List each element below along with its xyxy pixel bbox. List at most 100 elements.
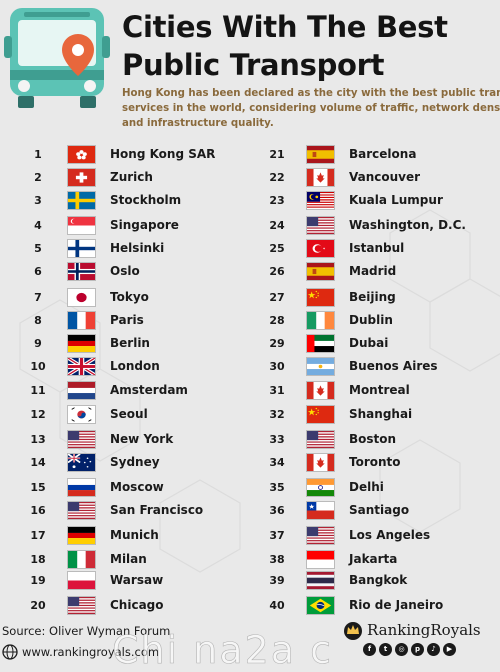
location-pin-icon [62,34,94,76]
subtitle: Hong Kong has been declared as the city … [122,86,500,131]
india-flag-icon [306,477,335,497]
spain-flag-icon [306,261,335,281]
chile-flag-icon [306,500,335,520]
city-name: Dubai [349,336,389,350]
city-name: Jakarta [349,552,398,566]
city-name: Vancouver [349,170,421,184]
subtitle-line-1: Hong Kong has been declared as the city … [122,88,500,99]
ranking-row: 3 Stockholm [25,189,181,211]
ranking-row: 38 Jakarta [264,548,397,570]
russia-flag-icon [67,477,96,497]
youtube-icon[interactable]: ▶ [443,643,456,656]
ranking-number: 31 [269,383,285,397]
ranking-number: 15 [30,480,46,494]
city-name: Kuala Lumpur [349,193,443,207]
ranking-number: 3 [34,193,42,207]
hong-kong-flag-icon [67,144,96,164]
city-name: Chicago [110,598,164,612]
city-name: Shanghai [349,407,413,421]
ranking-number: 18 [30,552,46,566]
ranking-row: 8 Paris [25,309,144,331]
ranking-row: 1 Hong Kong SAR [25,143,215,165]
uk-flag-icon [67,356,96,376]
ranking-number: 34 [269,455,285,469]
ranking-number: 4 [34,218,42,232]
finland-flag-icon [67,238,96,258]
ranking-row: 11 Amsterdam [25,379,188,401]
poland-flag-icon [67,570,96,590]
city-name: Montreal [349,383,410,397]
ranking-row: 21 Barcelona [264,143,416,165]
city-name: Tokyo [110,290,149,304]
ranking-number: 13 [30,432,46,446]
ranking-row: 26 Madrid [264,260,396,282]
website-link[interactable]: www.rankingroyals.com [2,644,159,660]
city-name: Barcelona [349,147,417,161]
ranking-number: 6 [34,264,42,278]
city-name: Milan [110,552,147,566]
city-name: Istanbul [349,241,405,255]
china-flag-icon [306,287,335,307]
tiktok-icon[interactable]: ♪ [427,643,440,656]
canada-flag-icon [306,380,335,400]
ranking-row: 35 Delhi [264,476,384,498]
ranking-row: 36 Santiago [264,499,409,521]
city-name: Santiago [349,503,410,517]
page-title: Cities With The Best Public Transport [122,8,492,84]
city-name: Stockholm [110,193,182,207]
city-name: Seoul [110,407,148,421]
ranking-number: 23 [269,193,285,207]
ranking-row: 9 Berlin [25,332,150,354]
ranking-row: 14 Sydney [25,451,160,473]
ranking-number: 40 [269,598,285,612]
ranking-row: 32 Shanghai [264,403,412,425]
crown-icon [344,622,362,640]
ranking-row: 22 Vancouver [264,166,420,188]
ranking-number: 5 [34,241,42,255]
city-name: Warsaw [110,573,164,587]
germany-flag-icon [67,333,96,353]
ranking-row: 16 San Francisco [25,499,203,521]
instagram-icon[interactable]: ◎ [395,643,408,656]
ranking-row: 31 Montreal [264,379,410,401]
ranking-number: 36 [269,503,285,517]
ranking-number: 37 [269,528,285,542]
france-flag-icon [67,310,96,330]
ranking-number: 22 [269,170,285,184]
pinterest-icon[interactable]: p [411,643,424,656]
ranking-number: 1 [34,147,42,161]
ranking-number: 7 [34,290,42,304]
facebook-icon[interactable]: f [363,643,376,656]
city-name: Los Angeles [349,528,431,542]
ranking-number: 39 [269,573,285,587]
city-name: Zurich [110,170,153,184]
ranking-number: 30 [269,359,285,373]
ranking-row: 20 Chicago [25,594,164,616]
ranking-number: 27 [269,290,285,304]
ranking-row: 12 Seoul [25,403,148,425]
ranking-number: 25 [269,241,285,255]
ranking-number: 20 [30,598,46,612]
city-name: Oslo [110,264,140,278]
bus-icon [4,8,110,108]
city-name: Washington, D.C. [349,218,466,232]
twitter-icon[interactable]: t [379,643,392,656]
usa-flag-icon [306,429,335,449]
brand-name: RankingRoyals [367,621,481,639]
city-name: Madrid [349,264,397,278]
ranking-row: 39 Bangkok [264,569,407,591]
ranking-number: 38 [269,552,285,566]
ranking-row: 24 Washington, D.C. [264,214,466,236]
ranking-number: 33 [269,432,285,446]
netherlands-flag-icon [67,380,96,400]
spain-flag-icon [306,144,335,164]
globe-icon [2,644,18,660]
ranking-number: 26 [269,264,285,278]
ranking-row: 17 Munich [25,524,159,546]
subtitle-line-2: services in the world, considering volum… [122,103,500,114]
malaysia-flag-icon [306,190,335,210]
city-name: Sydney [110,455,160,469]
city-name: Amsterdam [110,383,188,397]
ranking-row: 37 Los Angeles [264,524,430,546]
city-name: Hong Kong SAR [110,147,216,161]
